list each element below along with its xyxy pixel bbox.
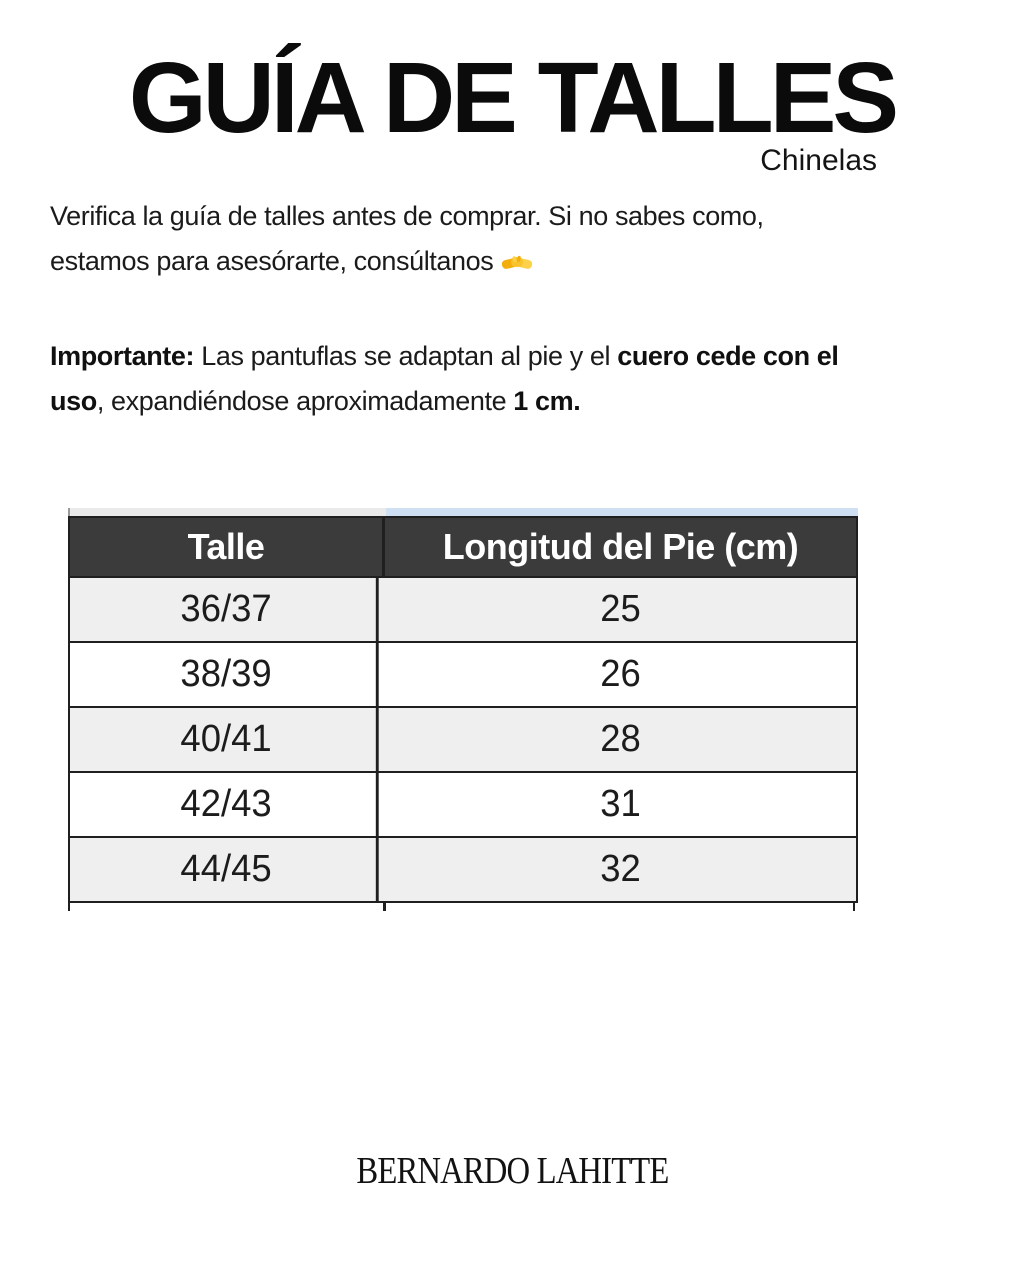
stub-col-2 bbox=[386, 903, 855, 911]
table-header-row: Talle Longitud del Pie (cm) bbox=[70, 518, 856, 576]
page-subtitle: Chinelas bbox=[760, 144, 877, 177]
talle-cell: 38/39 bbox=[76, 643, 379, 706]
brand-logo-text: BERNARDO LAHITTE bbox=[355, 1150, 669, 1192]
header-talle: Talle bbox=[70, 518, 385, 576]
longitud-cell: 31 bbox=[600, 783, 641, 825]
handshake-icon bbox=[502, 255, 533, 269]
intro-line-2: estamos para asesórarte, consúltanos bbox=[50, 246, 494, 276]
important-paragraph: Importante: Las pantuflas se adaptan al … bbox=[50, 334, 1024, 424]
talle-cell: 40/41 bbox=[76, 708, 379, 771]
longitud-cell: 28 bbox=[600, 718, 641, 760]
important-bold-2: cuero cede con el bbox=[617, 341, 839, 371]
brand-footer: BERNARDO LAHITTE bbox=[0, 1149, 1024, 1193]
table-row: 36/37 25 bbox=[70, 576, 856, 641]
important-text-2: , expandiéndose aproximadamente bbox=[96, 386, 514, 416]
table-top-strip-blue bbox=[386, 508, 858, 516]
intro-line-1: Verifica la guía de talles antes de comp… bbox=[50, 201, 764, 231]
table-top-strip bbox=[68, 508, 858, 516]
longitud-cell: 25 bbox=[600, 588, 641, 630]
stub-col-1 bbox=[68, 903, 386, 911]
longitud-cell: 32 bbox=[600, 848, 641, 890]
table-top-strip-gray bbox=[68, 508, 386, 516]
table-row: 38/39 26 bbox=[70, 641, 856, 706]
page-title: GUÍA DE TALLES bbox=[128, 42, 899, 154]
header-longitud: Longitud del Pie (cm) bbox=[442, 526, 799, 567]
table-bottom-stub bbox=[68, 903, 858, 911]
talle-cell: 44/45 bbox=[76, 838, 379, 901]
table-row: 40/41 28 bbox=[70, 706, 856, 771]
table-row: 44/45 32 bbox=[70, 836, 856, 901]
important-label: Importante: bbox=[50, 341, 195, 371]
talle-cell: 42/43 bbox=[76, 773, 379, 836]
longitud-cell: 26 bbox=[600, 653, 641, 695]
important-bold-3: uso bbox=[50, 386, 97, 416]
table-row: 42/43 31 bbox=[70, 771, 856, 836]
talle-cell: 36/37 bbox=[76, 578, 379, 641]
important-bold-4: 1 cm. bbox=[513, 386, 581, 416]
intro-paragraph: Verifica la guía de talles antes de comp… bbox=[50, 194, 1024, 284]
size-table: Talle Longitud del Pie (cm) 36/37 25 38/… bbox=[68, 508, 858, 911]
table-body: Talle Longitud del Pie (cm) 36/37 25 38/… bbox=[68, 516, 858, 903]
important-text-1: Las pantuflas se adaptan al pie y el bbox=[194, 341, 618, 371]
